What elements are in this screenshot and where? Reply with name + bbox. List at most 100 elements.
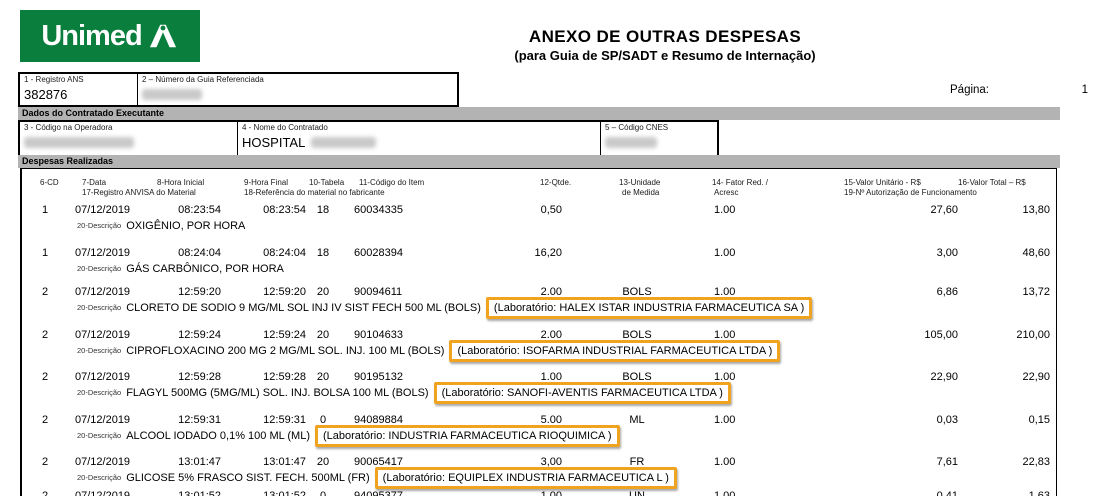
descricao-text: CIPROFLOXACINO 200 MG 2 MG/ML SOL. INJ. … <box>126 344 445 357</box>
descricao-label: 20-Descrição <box>77 473 122 482</box>
cell-hora-final: 12:59:20 <box>263 286 306 298</box>
col-header-valor-unitario: 15-Valor Unitário - R$ <box>844 178 921 187</box>
cell-hora-final: 12:59:24 <box>263 329 306 341</box>
descricao-text: ALCOOL IODADO 0,1% 100 ML (ML) <box>126 429 310 442</box>
cell-fator: 1.00 <box>714 286 736 298</box>
cell-data: 07/12/2019 <box>75 456 131 468</box>
cell-cd: 2 <box>41 414 49 426</box>
field-codigo-cnes: 5 – Código CNES <box>600 122 717 155</box>
descricao-text: OXIGÊNIO, POR HORA <box>126 219 246 232</box>
field-label-nome-contratado: 4 - Nome do Contratado <box>242 123 328 132</box>
cell-hora-inicial: 08:23:54 <box>178 204 221 216</box>
cell-hora-inicial: 08:24:04 <box>178 247 221 259</box>
col-header-cd: 6-CD <box>40 178 59 187</box>
cell-valor-unitario: 7,61 <box>936 456 958 468</box>
cell-valor-total: 0,15 <box>1028 414 1050 426</box>
col-header-autorizacao: 19-Nº Autorização de Funcionamento <box>844 188 977 197</box>
cell-unidade: BOLS <box>622 286 652 298</box>
section-header-contratado: Dados do Contratado Executante <box>18 107 1060 120</box>
unimed-symbol-icon <box>149 24 176 48</box>
cell-codigo-item: 90094611 <box>354 286 403 298</box>
cell-unidade: UN <box>629 490 645 496</box>
cell-codigo-item: 90195132 <box>354 371 403 383</box>
cell-codigo-item: 60034335 <box>354 204 403 216</box>
cell-unidade: BOLS <box>622 329 652 341</box>
cell-fator: 1.00 <box>714 414 736 426</box>
field-value-registro-ans: 382876 <box>24 87 68 102</box>
cell-valor-unitario: 3,00 <box>936 247 958 259</box>
col-header-fator: 14- Fator Red. / <box>712 178 769 187</box>
cell-qtde: 16,20 <box>534 247 562 259</box>
cell-valor-total: 13,72 <box>1022 286 1050 298</box>
cell-cd: 2 <box>41 286 49 298</box>
cell-qtde: 2.00 <box>540 329 562 341</box>
field-codigo-operadora: 3 - Código na Operadora <box>20 122 237 155</box>
cell-valor-total: 22,83 <box>1022 456 1050 468</box>
cell-qtde: 3,00 <box>540 456 562 468</box>
laboratorio-highlight: (Laboratório: HALEX ISTAR INDUSTRIA FARM… <box>485 296 813 319</box>
table-row: 2 07/12/2019 12:59:20 12:59:20 20 900946… <box>22 286 1056 328</box>
cell-hora-final: 12:59:31 <box>263 414 306 426</box>
descricao-label: 20-Descrição <box>77 221 122 230</box>
unimed-logo: Unimed <box>20 10 200 62</box>
unimed-logo-text: Unimed <box>41 19 142 52</box>
title-block: ANEXO DE OUTRAS DESPESAS (para Guia de S… <box>300 27 1030 63</box>
cell-qtde: 1.00 <box>540 490 562 496</box>
field-label-codigo-cnes: 5 – Código CNES <box>605 123 669 132</box>
cell-valor-total: 210,00 <box>1016 329 1050 341</box>
section-header-despesas: Despesas Realizadas <box>18 155 1060 168</box>
cell-data: 07/12/2019 <box>75 490 131 496</box>
cell-tabela: 20 <box>316 371 330 383</box>
cell-valor-total: 48,60 <box>1022 247 1050 259</box>
cell-valor-unitario: 6,86 <box>936 286 958 298</box>
cell-data: 07/12/2019 <box>75 204 131 216</box>
cell-unidade: BOLS <box>622 371 652 383</box>
cell-valor-total: 13,80 <box>1022 204 1050 216</box>
descricao-text: CLORETO DE SODIO 9 MG/ML SOL INJ IV SIST… <box>126 301 481 314</box>
descricao-label: 20-Descrição <box>77 303 122 312</box>
pagina-number: 1 <box>1081 84 1088 96</box>
cell-cd: 2 <box>41 490 49 496</box>
descricao-line: 20-Descrição ALCOOL IODADO 0,1% 100 ML (… <box>77 424 620 447</box>
field-value-nome-contratado: HOSPITAL <box>242 135 306 150</box>
cell-hora-final: 08:24:04 <box>263 247 306 259</box>
laboratorio-highlight: (Laboratório: ISOFARMA INDUSTRIAL FARMAC… <box>449 339 781 362</box>
redacted-value-codigo-cnes <box>605 137 657 148</box>
page-subtitle: (para Guia de SP/SADT e Resumo de Intern… <box>514 48 816 63</box>
cell-codigo-item: 90104633 <box>354 329 403 341</box>
col-header-unidade: 13-Unidade <box>619 178 661 187</box>
descricao-label: 20-Descrição <box>77 388 122 397</box>
redacted-value-numero-guia <box>142 89 202 100</box>
table-row: 2 07/12/2019 13:01:47 13:01:47 20 900654… <box>22 456 1056 496</box>
cell-fator: 1.00 <box>714 490 736 496</box>
field-registro-ans: 1 - Registro ANS 382876 <box>20 74 137 105</box>
table-row: 2 07/12/2019 12:59:31 12:59:31 0 9408988… <box>22 414 1056 456</box>
cell-data: 07/12/2019 <box>75 247 131 259</box>
field-label-codigo-operadora: 3 - Código na Operadora <box>24 123 113 132</box>
cell-valor-unitario: 0,41 <box>936 490 958 496</box>
table-row: 2 07/12/2019 12:59:28 12:59:28 20 901951… <box>22 371 1056 413</box>
col-header-referencia: 18-Referência do material no fabricante <box>244 188 385 197</box>
cell-data: 07/12/2019 <box>75 329 131 341</box>
descricao-label: 20-Descrição <box>77 264 122 273</box>
cell-fator: 1.00 <box>714 329 736 341</box>
cell-codigo-item: 94089884 <box>354 414 403 426</box>
descricao-line: 20-Descrição CIPROFLOXACINO 200 MG 2 MG/… <box>77 339 781 362</box>
cell-cd: 2 <box>41 371 49 383</box>
cell-valor-unitario: 22,90 <box>930 371 958 383</box>
cell-fator: 1.00 <box>714 247 736 259</box>
pagina-label: Página: <box>950 84 990 96</box>
laboratorio-highlight: (Laboratório: INDUSTRIA FARMACEUTICA RIO… <box>315 424 620 447</box>
cell-tabela: 18 <box>316 247 330 259</box>
field-numero-guia: 2 – Número da Guia Referenciada <box>137 74 457 105</box>
descricao-label: 20-Descrição <box>77 346 122 355</box>
cell-tabela: 20 <box>316 329 330 341</box>
table-row: 1 07/12/2019 08:23:54 08:23:54 18 600343… <box>22 204 1056 246</box>
page-indicator: Página: 1 <box>950 84 1090 96</box>
cell-qtde: 0,50 <box>540 204 562 216</box>
col-header-tabela: 10-Tabela <box>309 178 345 187</box>
cell-cd: 2 <box>41 456 49 468</box>
cell-codigo-item: 90065417 <box>354 456 403 468</box>
cell-hora-inicial: 12:59:28 <box>178 371 221 383</box>
cell-unidade: ML <box>629 414 645 426</box>
